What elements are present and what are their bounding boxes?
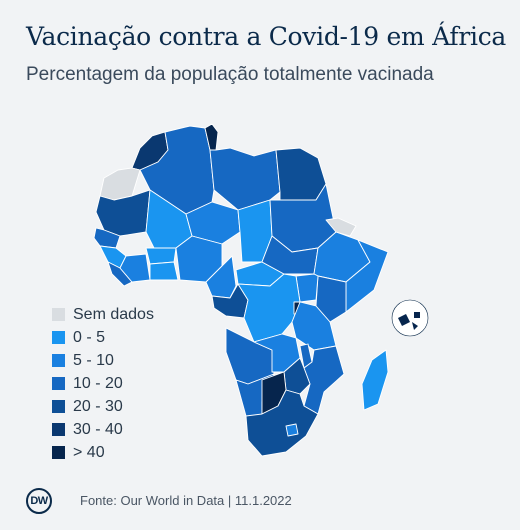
legend-label: > 40 <box>73 443 105 461</box>
legend-swatch <box>52 331 65 344</box>
legend-swatch <box>52 377 65 390</box>
legend-item: 5 - 10 <box>52 349 154 372</box>
chart-title: Vacinação contra a Covid-19 em África <box>26 22 507 51</box>
legend-item: 0 - 5 <box>52 326 154 349</box>
region-kenya <box>315 275 347 323</box>
legend-swatch <box>52 423 65 436</box>
legend-swatch <box>52 400 65 413</box>
legend-swatch <box>52 354 65 367</box>
legend-swatch <box>52 308 65 321</box>
legend-item: 20 - 30 <box>52 395 154 418</box>
legend-item: Sem dados <box>52 303 154 326</box>
region-ghana <box>149 261 179 281</box>
region-liberia <box>107 261 133 287</box>
legend-label: 20 - 30 <box>73 397 123 415</box>
seychelles-inset <box>391 299 429 337</box>
legend-swatch <box>52 446 65 459</box>
region-lesotho <box>285 423 299 437</box>
chart-subtitle: Percentagem da população totalmente vaci… <box>26 64 434 85</box>
legend-item: > 40 <box>52 441 154 464</box>
legend-item: 30 - 40 <box>52 418 154 441</box>
legend: Sem dados 0 - 5 5 - 10 10 - 20 20 - 30 3… <box>52 303 154 464</box>
region-tunisia <box>204 123 219 151</box>
footer: DW Fonte: Our World in Data | 11.1.2022 <box>0 486 520 516</box>
dw-logo: DW <box>26 488 52 514</box>
region-egypt <box>275 147 327 201</box>
legend-label: 0 - 5 <box>73 328 106 346</box>
source-note: Fonte: Our World in Data | 11.1.2022 <box>80 493 292 508</box>
legend-label: 5 - 10 <box>73 351 114 369</box>
region-south-africa <box>245 389 319 457</box>
legend-item: 10 - 20 <box>52 372 154 395</box>
region-burkina-faso <box>145 247 177 265</box>
legend-label: 10 - 20 <box>73 374 123 392</box>
legend-label: Sem dados <box>73 305 154 323</box>
region-cote-divoire <box>119 253 151 283</box>
legend-label: 30 - 40 <box>73 420 123 438</box>
region-djibouti <box>325 217 357 237</box>
region-madagascar <box>361 349 389 411</box>
